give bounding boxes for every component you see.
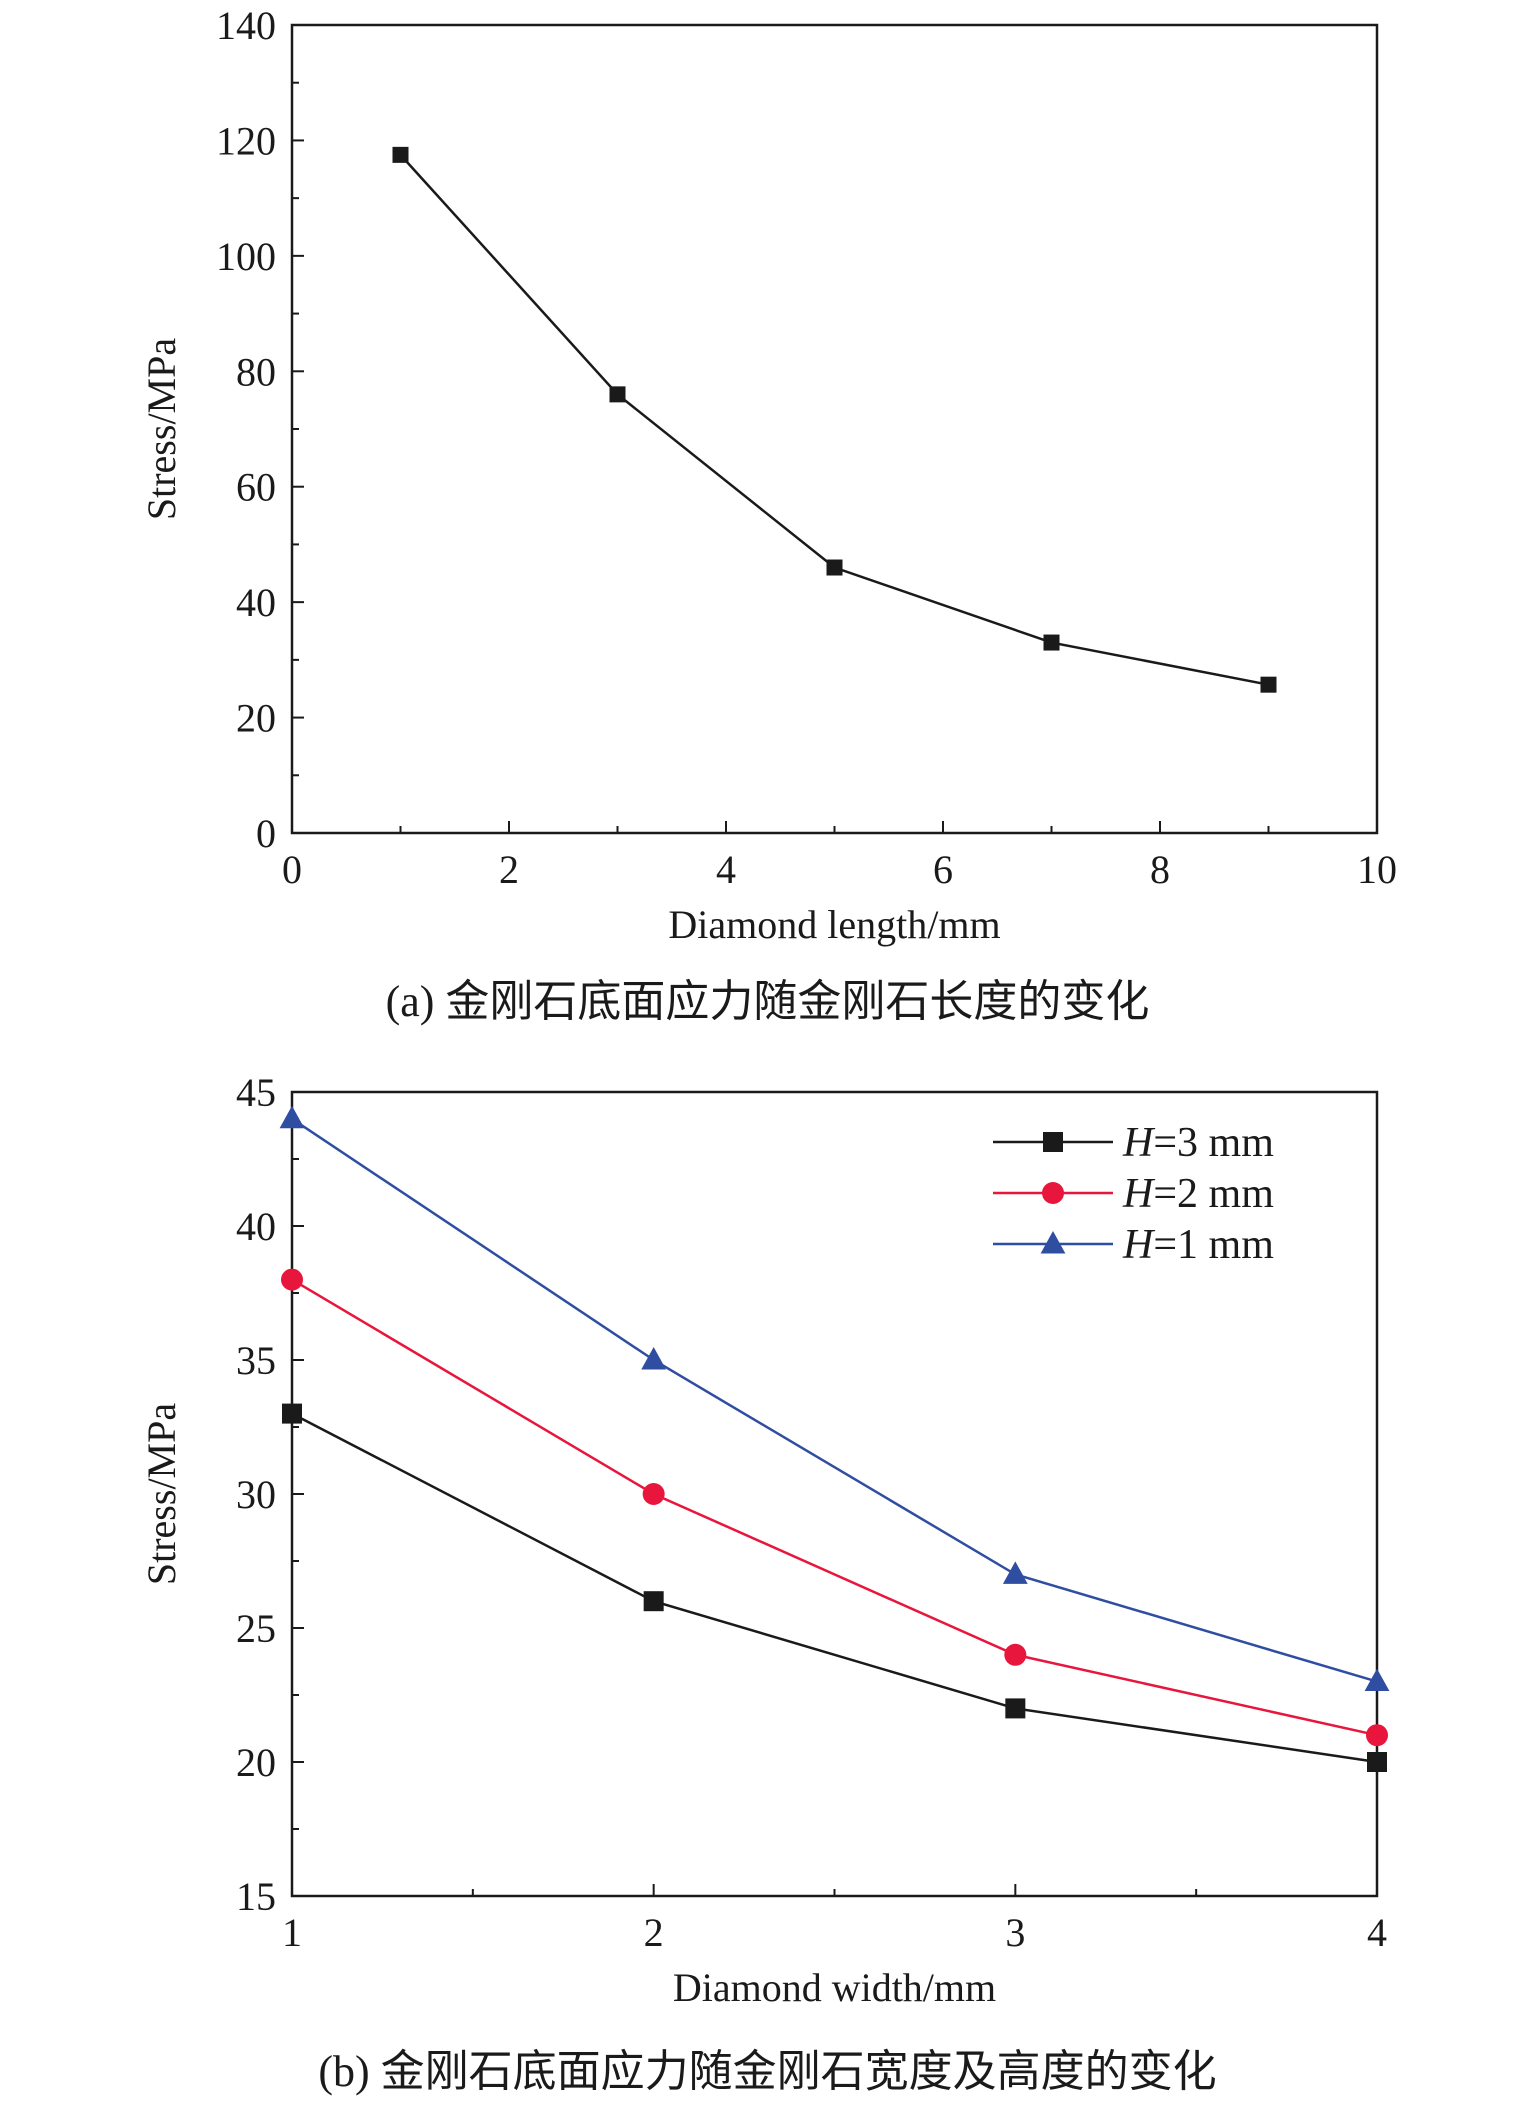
a-y-tick-label: 0 (256, 811, 276, 856)
a-y-tick-label: 80 (236, 349, 276, 394)
b-data-point-2 (279, 1105, 305, 1129)
b-y-tick-label: 40 (236, 1204, 276, 1249)
b-data-point-2 (1364, 1668, 1390, 1692)
a-x-tick-label: 8 (1150, 847, 1170, 892)
b-data-point-0 (1367, 1752, 1387, 1772)
b-data-point-1 (1004, 1643, 1027, 1666)
b-legend-marker-1 (1042, 1182, 1064, 1204)
a-y-tick-label: 20 (236, 696, 276, 741)
b-legend-label-1: H=2 mm (1122, 1171, 1274, 1217)
a-y-tick-label: 100 (216, 234, 276, 279)
a-data-point-0 (1043, 634, 1060, 651)
b-y-tick-label: 20 (236, 1740, 276, 1785)
b-legend-label-0: H=3 mm (1122, 1120, 1274, 1166)
a-y-tick-label: 60 (236, 465, 276, 510)
b-data-point-1 (642, 1483, 665, 1505)
b-legend-marker-2 (1040, 1230, 1066, 1254)
b-legend-marker-0 (1043, 1132, 1063, 1152)
a-plot-frame (290, 23, 1379, 835)
b-data-point-1 (281, 1268, 303, 1291)
b-y-axis-title: Stress/MPa (139, 1403, 184, 1585)
chart-panel-width: 1 2 3 4 15 20 25 30 35 40 45 Diamond width/mm Stress… (0, 1050, 1535, 2102)
b-series-line-1 (291, 1278, 1378, 1737)
a-data-point-0 (1260, 676, 1277, 693)
b-x-tick-label: 3 (1005, 1910, 1025, 1955)
b-x-tick-label: 2 (644, 1910, 664, 1955)
a-series-line-0 (399, 154, 1269, 686)
a-x-tick-label: 2 (499, 847, 519, 892)
a-x-tick-label: 10 (1357, 847, 1397, 892)
a-y-tick-label: 40 (236, 580, 276, 625)
a-x-tick-label: 4 (716, 847, 736, 892)
b-data-point-0 (282, 1403, 302, 1424)
b-y-tick-label: 35 (236, 1338, 276, 1383)
caption-b: (b) 金刚石底面应力随金刚石宽度及高度的变化 (318, 2047, 1217, 2096)
b-y-tick-label: 15 (236, 1874, 276, 1919)
b-series-line-0 (291, 1412, 1378, 1764)
a-x-tick-label: 0 (282, 847, 302, 892)
b-y-tick-label: 25 (236, 1606, 276, 1651)
caption-a: (a) 金刚石底面应力随金刚石长度的变化 (385, 977, 1150, 1026)
b-data-point-2 (1002, 1561, 1028, 1584)
b-x-tick-label: 1 (282, 1910, 302, 1955)
a-y-tick-label: 140 (216, 3, 276, 48)
b-data-point-0 (1005, 1698, 1026, 1719)
chart-panel-length: 0 2 4 6 8 10 0 20 40 60 80 100 120 140 Diamond length/… (0, 0, 1535, 1030)
stress-vs-width-chart: 1 2 3 4 15 20 25 30 35 40 45 Diamond width/mm Stress… (139, 1070, 1390, 2010)
b-data-point-2 (641, 1346, 667, 1370)
a-data-point-0 (392, 146, 409, 163)
a-x-axis-title: Diamond length/mm (668, 902, 1000, 947)
b-y-tick-label: 30 (236, 1472, 276, 1517)
b-legend-label-2: H=1 mm (1122, 1222, 1274, 1268)
b-x-tick-label: 4 (1367, 1910, 1387, 1955)
b-series-line-2 (291, 1117, 1378, 1683)
b-x-axis-title: Diamond width/mm (673, 1965, 996, 2010)
b-data-point-0 (643, 1591, 664, 1612)
a-y-tick-label: 120 (216, 118, 276, 163)
a-data-point-0 (826, 559, 843, 576)
a-x-tick-label: 6 (933, 847, 953, 892)
a-y-axis-title: Stress/MPa (139, 338, 184, 520)
b-data-point-1 (1366, 1724, 1388, 1747)
a-data-point-0 (609, 386, 626, 403)
b-y-tick-label: 45 (236, 1070, 276, 1115)
